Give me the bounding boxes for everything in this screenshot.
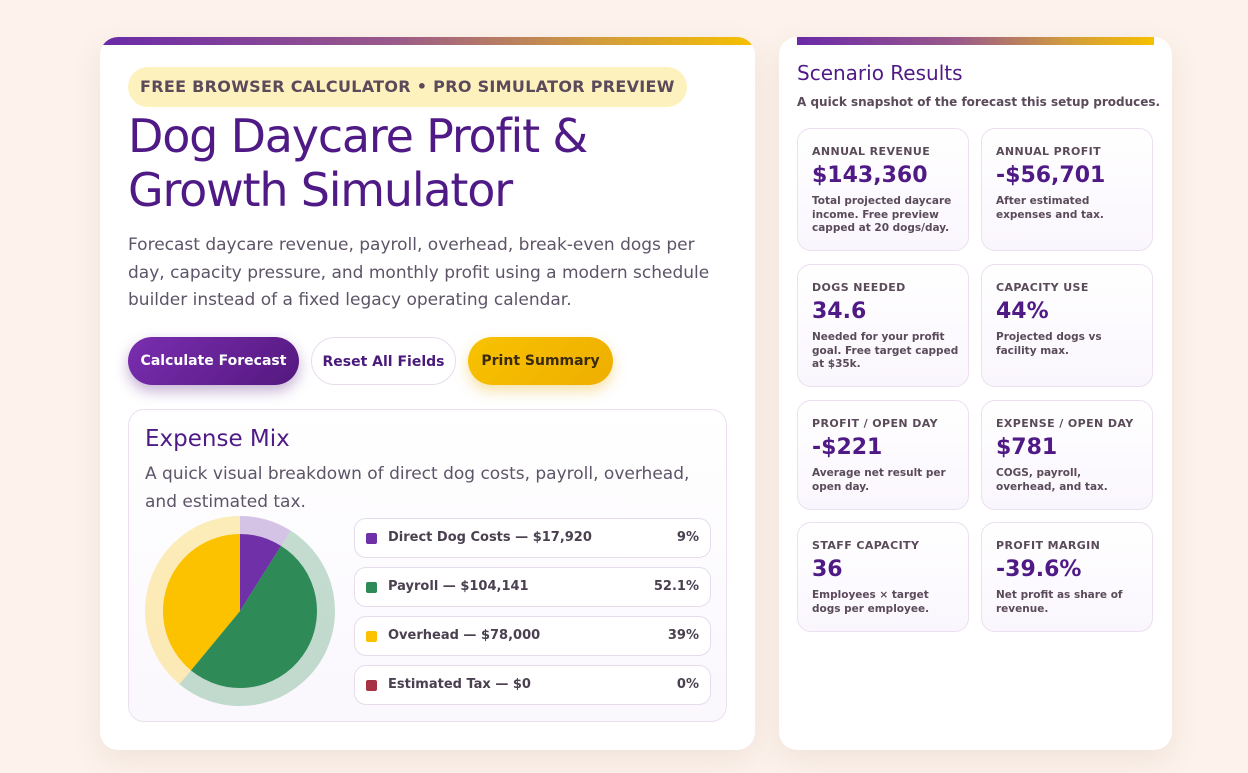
stat-value: -39.6% — [996, 557, 1082, 582]
stat-note: Employees × target dogs per employee. — [812, 589, 930, 615]
stat-note: Needed for your profit goal. Free target… — [812, 331, 959, 370]
stat-label: EXPENSE / OPEN DAY — [996, 417, 1134, 430]
stat-label: PROFIT MARGIN — [996, 539, 1101, 552]
stat-note: Total projected daycare income. Free pre… — [812, 195, 952, 234]
calculator-card: FREE BROWSER CALCULATOR • PRO SIMULATOR … — [100, 37, 755, 750]
legend-label: Direct Dog Costs — $17,920 — [388, 530, 592, 545]
results-subtitle: A quick snapshot of the forecast this se… — [797, 95, 1161, 109]
stat-label: PROFIT / OPEN DAY — [812, 417, 938, 430]
stat-note: After estimated expenses and tax. — [996, 195, 1104, 221]
legend-swatch — [366, 582, 377, 593]
page-subtitle: Forecast daycare revenue, payroll, overh… — [128, 235, 710, 310]
pie-slice-0 — [240, 534, 282, 611]
expense-pie-chart — [145, 516, 335, 706]
stat-value: $143,360 — [812, 163, 928, 188]
stat-note: COGS, payroll, overhead, and tax. — [996, 467, 1108, 493]
page-title: Dog Daycare Profit & Growth Simulator — [128, 109, 588, 217]
stat-value: -$221 — [812, 435, 883, 460]
legend-swatch — [366, 680, 377, 691]
reset-fields-button[interactable]: Reset All Fields — [311, 337, 456, 385]
legend-percent: 0% — [676, 677, 699, 692]
legend-label: Estimated Tax — $0 — [388, 677, 531, 692]
pie-slice-2 — [163, 534, 240, 671]
stat-dogs-needed: DOGS NEEDED 34.6 Needed for your profit go… — [797, 264, 969, 387]
accent-bar — [797, 37, 1154, 45]
stat-note: Projected dogs vs facility max. — [996, 331, 1102, 357]
stat-annual-revenue: ANNUAL REVENUE $143,360 Total projected da… — [797, 128, 969, 251]
legend-percent: 52.1% — [653, 579, 699, 594]
expense-mix-panel: Expense Mix A quick visual breakdown of … — [128, 409, 727, 722]
expense-mix-description: A quick visual breakdown of direct dog c… — [145, 464, 690, 512]
expense-mix-title: Expense Mix — [145, 426, 290, 452]
results-card: Scenario Results A quick snapshot of the… — [779, 37, 1172, 750]
legend-swatch — [366, 533, 377, 544]
stat-value: 34.6 — [812, 299, 867, 324]
stat-value: 36 — [812, 557, 843, 582]
stat-label: DOGS NEEDED — [812, 281, 906, 294]
legend-percent: 9% — [676, 530, 699, 545]
stat-value: 44% — [996, 299, 1049, 324]
stat-label: ANNUAL PROFIT — [996, 145, 1102, 158]
stat-note: Average net result per open day. — [812, 467, 946, 493]
stat-note: Net profit as share of revenue. — [996, 589, 1123, 615]
preview-badge: FREE BROWSER CALCULATOR • PRO SIMULATOR … — [128, 67, 687, 107]
stat-annual-profit: ANNUAL PROFIT -$56,701 After estimated exp… — [981, 128, 1153, 251]
stat-label: STAFF CAPACITY — [812, 539, 920, 552]
pie-slice-1 — [190, 545, 318, 689]
legend-label: Overhead — $78,000 — [388, 628, 541, 643]
stat-profit-margin: PROFIT MARGIN -39.6% Net profit as share o… — [981, 522, 1153, 632]
stat-capacity-use: CAPACITY USE 44% Projected dogs vs facilit… — [981, 264, 1153, 387]
stat-staff-capacity: STAFF CAPACITY 36 Employees × target dogs … — [797, 522, 969, 632]
legend-swatch — [366, 631, 377, 642]
legend-item: Payroll — $104,141 52.1% — [354, 567, 711, 607]
legend-item: Estimated Tax — $0 0% — [354, 665, 711, 705]
results-title: Scenario Results — [797, 61, 963, 85]
stat-profit-open-day: PROFIT / OPEN DAY -$221 Average net result… — [797, 400, 969, 510]
accent-bar — [100, 37, 755, 45]
stat-value: $781 — [996, 435, 1058, 460]
stat-label: ANNUAL REVENUE — [812, 145, 931, 158]
legend-label: Payroll — $104,141 — [388, 579, 529, 594]
legend-item: Overhead — $78,000 39% — [354, 616, 711, 656]
stat-expense-open-day: EXPENSE / OPEN DAY $781 COGS, payroll, ove… — [981, 400, 1153, 510]
calculate-forecast-button[interactable]: Calculate Forecast — [128, 337, 299, 385]
legend-item: Direct Dog Costs — $17,920 9% — [354, 518, 711, 558]
stat-label: CAPACITY USE — [996, 281, 1089, 294]
stat-value: -$56,701 — [996, 163, 1106, 188]
print-summary-button[interactable]: Print Summary — [468, 337, 613, 385]
legend-percent: 39% — [667, 628, 699, 643]
